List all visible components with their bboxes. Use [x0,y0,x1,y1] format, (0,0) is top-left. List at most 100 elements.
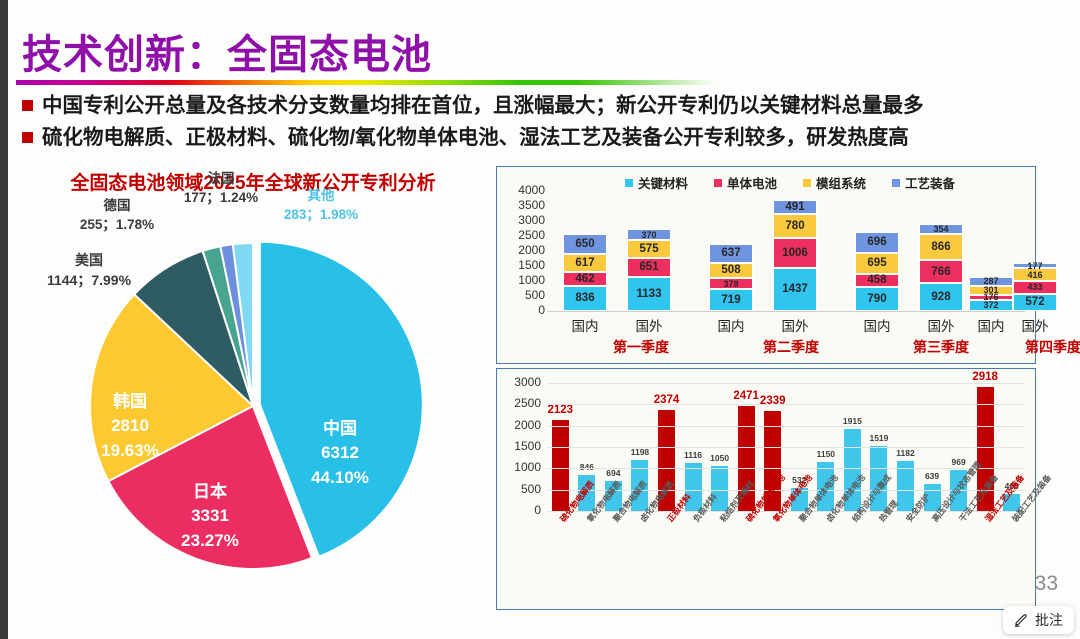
column-value-label: 2339 [759,395,786,408]
pie-label-name: 中国 [323,419,357,438]
legend-item: 关键材料 [625,173,688,192]
column-value-label: 969 [951,456,966,467]
stacked-bar-category-label: 国内 [717,319,745,334]
column-value-label: 1519 [869,433,889,444]
stacked-chart-plot: 650 617 462 836 370 575 651 1133 637 508 378 719 491… [551,191,1057,311]
column-value-label: 639 [924,470,940,481]
column-value-label: 532 [792,475,807,486]
pie-label-value: 283；1.98% [283,206,359,222]
stacked-bar-segment: 458 [855,273,899,288]
axis-tick-label: 1000 [518,273,545,287]
annotate-label: 批注 [1035,612,1063,628]
pie-chart-area: 中国 6312 44.10% 日本 3331 23.27% 韩国 2810 19.63% 美国 11… [47,171,458,578]
axis-tick-label: 1500 [518,258,545,272]
stacked-bar-quarter-label: 第二季度 [763,339,819,355]
stacked-bar-segment: 1133 [627,277,671,311]
pie-label-value: 255；1.78% [79,216,155,232]
stacked-bar-segment: 354 [919,223,963,235]
pie-label-name: 美国 [75,252,103,268]
column-chart-panel: 3000 2500 2000 1500 1000 500 0 2123 846 694 1198 2… [496,368,1053,610]
pie-label-value: 3331 [191,506,229,526]
column-bar [817,461,835,511]
column-bar [578,474,596,511]
stacked-bar-segment: 651 [627,257,671,278]
pie-label-value: 177；1.24% [183,189,259,205]
stacked-bar-category-label: 国外 [635,319,663,334]
pie-chart-title: 全固态电池领域2025年全球新公开专利分析 [70,173,436,194]
column-bar [551,420,569,511]
column-bar [870,446,888,511]
legend-label: 工艺装备 [905,177,956,191]
stacked-bar-segment: 378 [709,278,753,290]
column-bar [1003,493,1021,511]
pie-slice-label: 其他 283；1.98% [256,188,386,224]
stacked-bar-segment: 177 [1013,261,1057,271]
stacked-bar-column: 177 416 433 572 [1013,261,1057,311]
column-value-label: 694 [606,468,621,479]
stacked-bar-quarter-label: 第三季度 [913,339,969,355]
pie-slice-label: 美国 1144；7.99% [14,252,164,289]
axis-tick-label: 2500 [518,228,545,242]
page-number: 33 [1034,572,1058,595]
column-bar [684,463,702,511]
pie-label-value: 6312 [321,443,359,463]
title-divider-rule [16,80,716,85]
stacked-bar-segment: 650 [563,234,607,254]
stacked-bar-segment: 1006 [773,237,817,268]
x-axis-line [547,311,1025,312]
pie-slice [258,240,424,558]
stacked-bar-segment: 462 [563,272,607,286]
stacked-bar-quarter-label: 第一季度 [613,339,669,355]
stacked-bar-segment: 176 [969,292,1013,302]
stacked-bar-category-label: 国外 [927,319,955,334]
column-bar [658,409,675,511]
annotate-button[interactable]: 批注 [1003,606,1074,634]
stacked-bar-segment: 637 [709,243,753,263]
axis-tick-label: 1000 [514,460,541,475]
bullet-text: 中国专利公开总量及各技术分支数量均排在首位，且涨幅最大；新公开专利仍以关键材料总… [42,94,924,117]
stacked-bar-segment: 790 [855,287,899,311]
stacked-bar-segment: 491 [773,199,817,215]
column-bar [631,459,649,511]
gridline [547,383,1025,384]
pie-slice [89,292,255,483]
stacked-bar-segment: 416 [1013,268,1057,281]
pie-label-name: 法国 [207,171,235,186]
legend-item: 工艺装备 [892,173,955,192]
column-bar [976,386,994,511]
pie-label-name: 其他 [307,188,335,203]
list-item: 硫化物电解质、正极材料、硫化物/氧化物单体电池、湿法工艺及装备公开专利较多，研发… [22,124,1072,152]
slide-canvas: 技术创新：全固态电池 中国专利公开总量及各技术分支数量均排在首位，且涨幅最大；新… [8,0,1080,639]
stacked-bar-category-label: 国内 [977,319,1005,334]
column-value-label: 1050 [710,453,730,464]
column-bar [790,488,808,511]
column-value-label: 400 [1004,480,1019,491]
column-value-label: 2471 [733,389,759,402]
stacked-bar-column: 370 575 651 1133 [627,229,671,311]
stacked-bar-column: 637 508 378 719 [709,243,753,311]
column-bar [604,481,622,511]
pie-slice-label: 日本 3331 23.27% [150,481,270,551]
pie-slice [106,404,314,570]
axis-tick-label: 3000 [514,375,541,389]
axis-tick-label: 500 [524,288,545,302]
legend-label: 模组系统 [816,177,867,191]
axis-tick-label: 2000 [518,243,545,257]
stacked-bar-column: 650 617 462 836 [563,234,607,311]
axis-tick-label: 0 [538,303,545,317]
stacked-bar-category-label: 国内 [863,319,891,334]
axis-tick-label: 0 [534,503,541,517]
pie-chart-svg [89,240,424,570]
stacked-bar-segment: 617 [563,253,607,273]
bullet-text: 硫化物电解质、正极材料、硫化物/氧化物单体电池、湿法工艺及装备公开专利较多，研发… [42,125,909,149]
pie-slice [231,241,254,407]
gridline [547,489,1025,491]
legend-swatch [625,178,633,187]
stacked-bar-segment: 575 [627,240,671,258]
legend-swatch [714,178,723,187]
pencil-icon [1014,613,1027,627]
pie-label-percent: 23.27% [181,530,239,550]
stacked-bar-category-label: 国外 [1021,319,1049,334]
page-title: 技术创新：全固态电池 [22,33,432,77]
gridline [547,447,1025,448]
